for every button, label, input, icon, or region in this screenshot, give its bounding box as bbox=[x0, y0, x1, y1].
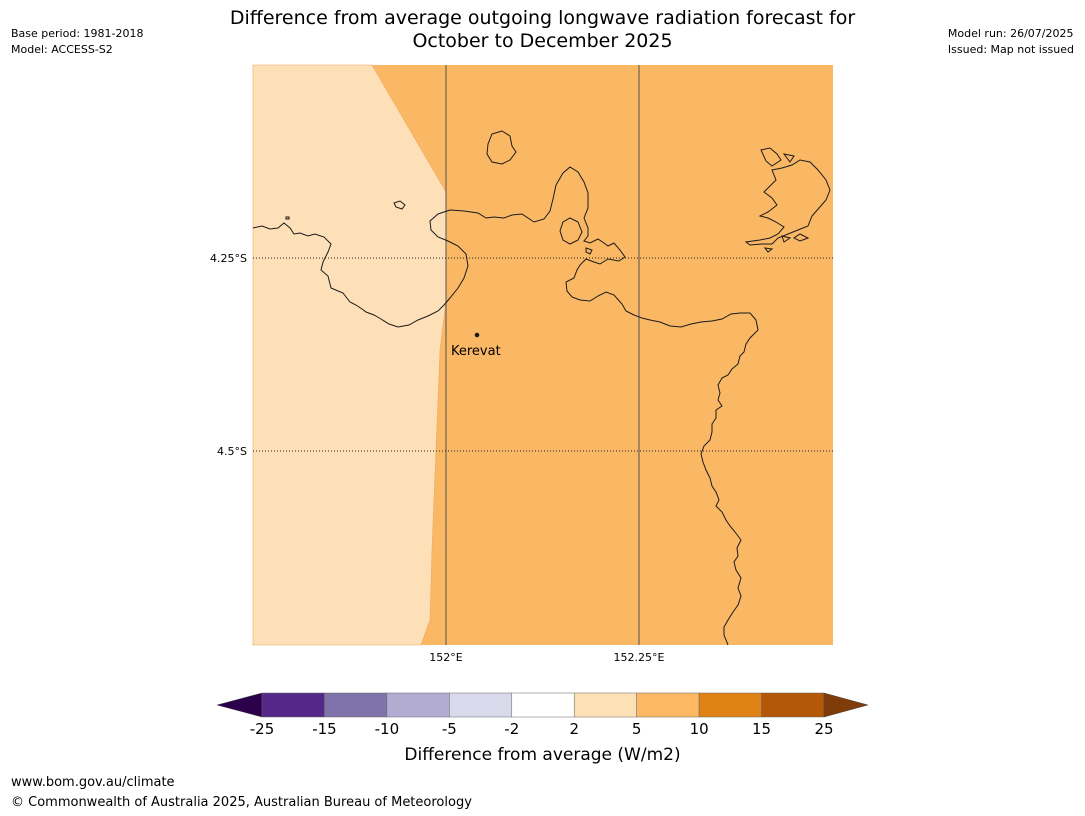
islet-small-2 bbox=[285, 216, 290, 220]
islet-small-1 bbox=[393, 200, 406, 210]
map-title: Difference from average outgoing longwav… bbox=[0, 7, 1085, 53]
run-info: Model run: 26/07/2025 Issued: Map not is… bbox=[948, 26, 1074, 58]
colorbar-tick-label: -10 bbox=[374, 720, 400, 738]
lat-label-4-5: 4.5°S bbox=[217, 445, 247, 458]
colorbar-tick-label: 10 bbox=[689, 720, 709, 738]
base-period-text: Base period: 1981-2018 bbox=[11, 27, 144, 40]
colorbar-tick-label: -5 bbox=[441, 720, 457, 738]
place-label-kerevat: Kerevat bbox=[451, 344, 501, 359]
colorbar-tick-label: -15 bbox=[312, 720, 337, 738]
title-line-2: October to December 2025 bbox=[412, 30, 673, 52]
lon-label-152-25: 152.25°E bbox=[614, 651, 665, 664]
colorbar-tick-label: -2 bbox=[504, 720, 520, 738]
region-2-to-5 bbox=[252, 64, 447, 646]
colorbar-segment bbox=[449, 692, 513, 718]
colorbar bbox=[216, 692, 869, 718]
model-info: Base period: 1981-2018 Model: ACCESS-S2 bbox=[11, 26, 143, 58]
kerevat-point bbox=[474, 332, 480, 338]
coastline bbox=[252, 130, 831, 646]
colorbar-segment bbox=[636, 692, 700, 718]
islet-small-3 bbox=[585, 247, 593, 255]
lon-label-152: 152°E bbox=[429, 651, 462, 664]
colorbar-segment bbox=[261, 692, 325, 718]
coastline-main bbox=[252, 166, 759, 646]
colorbar-segment bbox=[573, 692, 637, 718]
footer-copyright: © Commonwealth of Australia 2025, Austra… bbox=[11, 795, 472, 810]
colorbar-tick-label: 25 bbox=[814, 720, 834, 738]
colorbar-tick-label: 5 bbox=[631, 720, 642, 738]
colorbar-segment bbox=[698, 692, 762, 718]
colorbar-segment bbox=[386, 692, 450, 718]
colorbar-tick-label: 2 bbox=[569, 720, 579, 738]
model-text: Model: ACCESS-S2 bbox=[11, 43, 113, 56]
island-north bbox=[486, 130, 517, 165]
title-line-1: Difference from average outgoing longwav… bbox=[229, 7, 856, 29]
lat-label-4-25: 4.25°S bbox=[210, 252, 247, 265]
colorbar-under-arrow bbox=[216, 692, 263, 718]
colorbar-tick-label: 15 bbox=[752, 720, 772, 738]
colorbar-over-arrow bbox=[823, 692, 869, 718]
island-inner-bay bbox=[559, 217, 583, 245]
colorbar-segment bbox=[324, 692, 388, 718]
colorbar-label: Difference from average (W/m2) bbox=[404, 745, 681, 765]
footer-url: www.bom.gov.au/climate bbox=[11, 775, 175, 790]
issued-text: Issued: Map not issued bbox=[947, 43, 1074, 56]
colorbar-segment bbox=[511, 692, 575, 718]
duke-of-york-islands bbox=[744, 147, 831, 253]
colorbar-tick-label: -25 bbox=[249, 720, 275, 738]
model-run-text: Model run: 26/07/2025 bbox=[947, 27, 1074, 40]
colorbar-segment bbox=[761, 692, 825, 718]
